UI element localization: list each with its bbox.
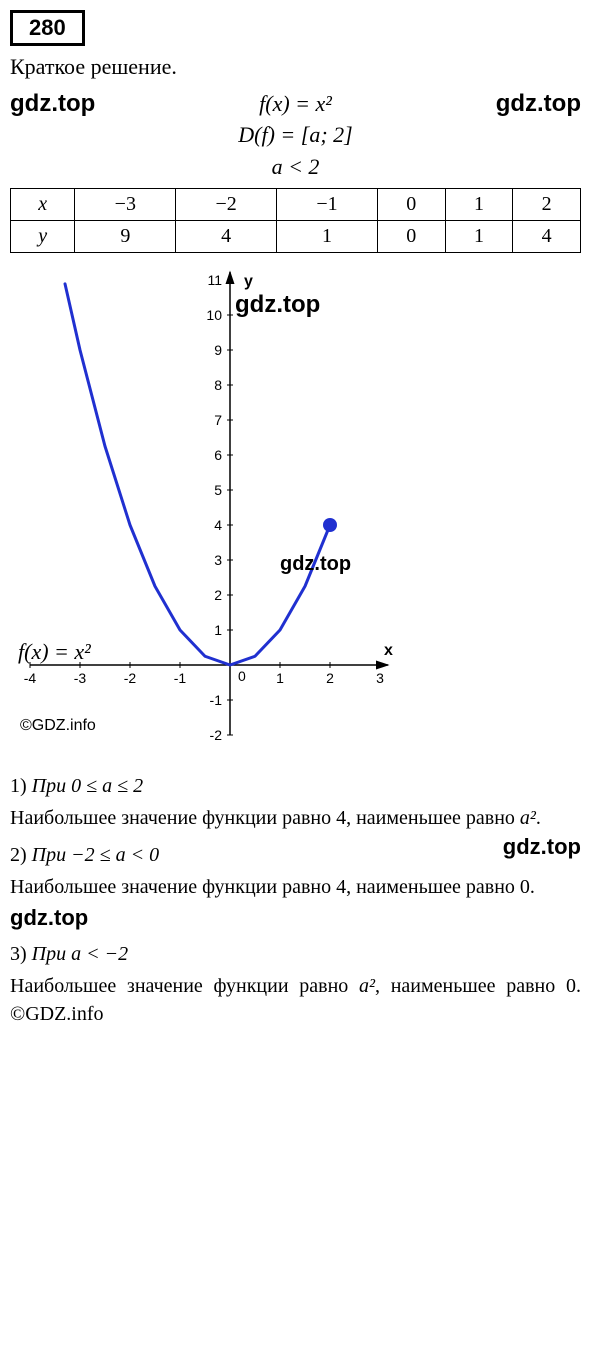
svg-text:3: 3: [376, 670, 384, 686]
formula-a-cond: a < 2: [10, 154, 581, 180]
cell: 0: [377, 189, 445, 221]
chart-container: -4-3-2-1123-2-112345678910110xy gdz.top …: [20, 265, 420, 755]
svg-text:2: 2: [326, 670, 334, 686]
cell: −3: [75, 189, 176, 221]
short-solution-label: Краткое решение.: [10, 54, 581, 80]
formula-row-1: gdz.top f(x) = x² gdz.top: [10, 90, 581, 118]
cell: 0: [377, 221, 445, 253]
svg-text:-2: -2: [210, 727, 223, 743]
cell: 4: [176, 221, 277, 253]
math-var: a²: [359, 975, 375, 997]
watermark-right: gdz.top: [496, 90, 581, 118]
watermark-inline: gdz.top: [503, 832, 581, 863]
gdz-info-label: ©GDZ.info: [10, 1003, 104, 1025]
svg-text:1: 1: [276, 670, 284, 686]
section-number: 2): [10, 844, 27, 866]
watermark-inline: gdz.top: [10, 905, 581, 931]
section-condition: При −2 ≤ a < 0: [32, 844, 159, 866]
problem-number: 280: [10, 10, 85, 46]
watermark-left: gdz.top: [10, 90, 95, 118]
svg-text:2: 2: [214, 587, 222, 603]
fx-label: f(x) = x²: [18, 639, 91, 665]
section-number: 3): [10, 943, 27, 965]
svg-text:x: x: [384, 642, 393, 659]
svg-text:-1: -1: [210, 692, 223, 708]
cell: 1: [445, 189, 513, 221]
section-1: 1) При 0 ≤ a ≤ 2 Наибольшее значение фун…: [10, 775, 581, 832]
section-condition: При 0 ≤ a ≤ 2: [32, 775, 143, 797]
svg-text:1: 1: [214, 622, 222, 638]
table-row-y: y 9 4 1 0 1 4: [11, 221, 581, 253]
section-text: Наибольшее значение функции равно 4, наи…: [10, 873, 581, 901]
svg-text:-3: -3: [74, 670, 87, 686]
watermark-chart-1: gdz.top: [235, 291, 320, 319]
svg-text:0: 0: [238, 668, 246, 684]
svg-text:5: 5: [214, 482, 222, 498]
cell: 1: [277, 221, 378, 253]
svg-text:9: 9: [214, 342, 222, 358]
formula-fx: f(x) = x²: [259, 91, 332, 117]
svg-text:6: 6: [214, 447, 222, 463]
svg-text:-1: -1: [174, 670, 187, 686]
section-text: .: [536, 807, 541, 829]
section-text: Наибольшее значение функции равно: [10, 975, 359, 997]
formula-df: D(f) = [a; 2]: [10, 122, 581, 148]
svg-text:3: 3: [214, 552, 222, 568]
section-text: Наибольшее значение функции равно 4, наи…: [10, 807, 520, 829]
svg-text:11: 11: [207, 272, 222, 288]
section-text: , наименьшее равно 0.: [375, 975, 581, 997]
header-y: y: [11, 221, 75, 253]
section-number: 1): [10, 775, 27, 797]
copyright-label: ©GDZ.info: [20, 717, 96, 735]
svg-text:-2: -2: [124, 670, 137, 686]
svg-text:y: y: [244, 273, 253, 290]
svg-text:-4: -4: [24, 670, 37, 686]
value-table: x −3 −2 −1 0 1 2 y 9 4 1 0 1 4: [10, 188, 581, 253]
table-row-x: x −3 −2 −1 0 1 2: [11, 189, 581, 221]
parabola-chart: -4 -3 -2 -1 1 2 3 -2 -1 1 2 3 4 5 6 7 8 9 10 11 0 x y: [20, 265, 420, 755]
svg-text:10: 10: [206, 307, 222, 323]
cell: −2: [176, 189, 277, 221]
math-var: a²: [520, 807, 536, 829]
svg-text:4: 4: [214, 517, 222, 533]
svg-text:7: 7: [214, 412, 222, 428]
section-3: 3) При a < −2 Наибольшее значение функци…: [10, 943, 581, 1028]
cell: 1: [445, 221, 513, 253]
section-condition: При a < −2: [32, 943, 128, 965]
cell: 4: [513, 221, 581, 253]
cell: 9: [75, 221, 176, 253]
section-2: 2) При −2 ≤ a < 0 Наибольшее значение фу…: [10, 844, 581, 931]
svg-text:8: 8: [214, 377, 222, 393]
cell: 2: [513, 189, 581, 221]
watermark-chart-2: gdz.top: [280, 553, 351, 576]
header-x: x: [11, 189, 75, 221]
cell: −1: [277, 189, 378, 221]
